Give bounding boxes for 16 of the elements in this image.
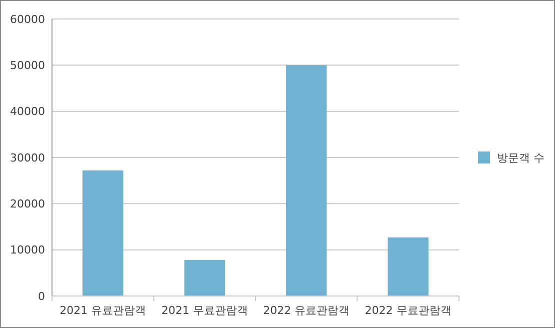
y-tick-label: 30000	[10, 151, 45, 164]
y-tick-label: 40000	[10, 105, 45, 118]
bar	[82, 170, 124, 296]
y-tick-label: 0	[38, 290, 45, 303]
x-tick-label: 2021 무료관람객	[161, 304, 248, 317]
x-tick-label: 2022 무료관람객	[364, 304, 452, 317]
x-tick-label: 2021 유료관람객	[60, 304, 146, 317]
x-tick-label: 2022 유료관람객	[263, 304, 350, 317]
bar	[388, 237, 428, 296]
legend-label: 방문객 수	[497, 151, 544, 164]
y-tick-label: 20000	[10, 198, 45, 211]
y-tick-label: 60000	[10, 12, 45, 26]
y-tick-label: 50000	[10, 59, 45, 72]
y-tick-label: 10000	[10, 244, 45, 257]
bar	[184, 260, 225, 296]
bar	[286, 65, 327, 296]
